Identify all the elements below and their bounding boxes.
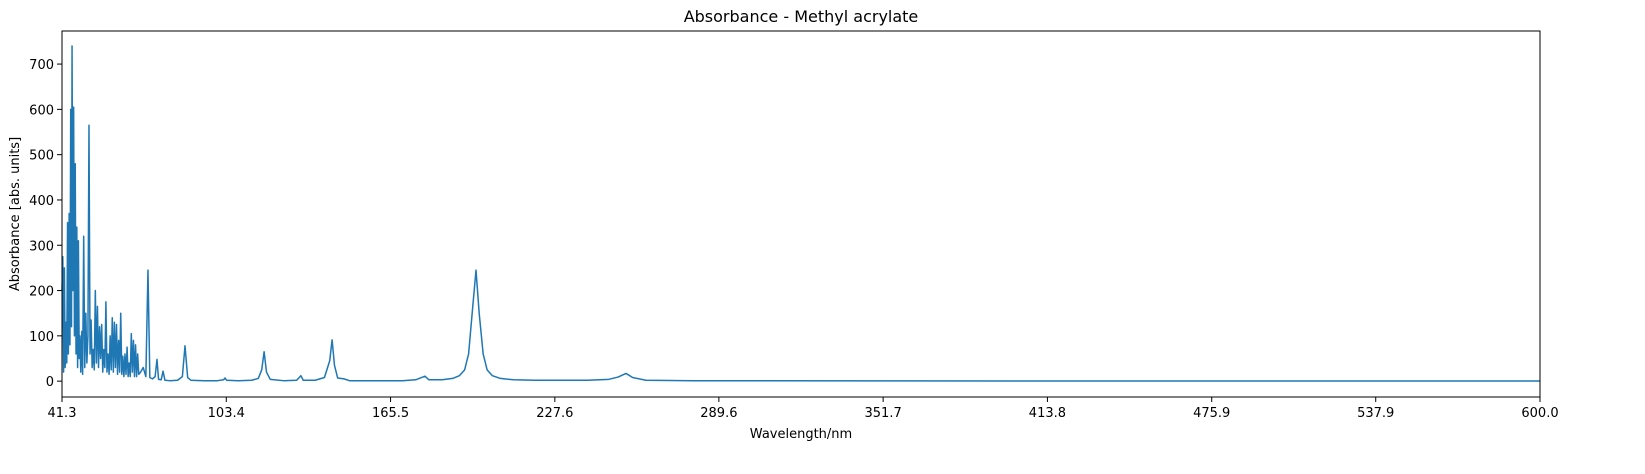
x-axis-label: Wavelength/nm	[750, 427, 852, 442]
y-tick-label: 400	[29, 194, 54, 209]
y-tick-label: 600	[29, 103, 54, 118]
y-tick-label: 500	[29, 149, 54, 164]
plot-frame	[61, 30, 1541, 398]
x-tick-label: 165.5	[372, 406, 409, 421]
data-line	[61, 45, 1541, 382]
x-tick-label: 475.9	[1193, 406, 1230, 421]
y-tick-label: 700	[29, 58, 54, 73]
y-tick-label: 300	[29, 239, 54, 254]
y-tick-label: 200	[29, 285, 54, 300]
chart-title: Absorbance - Methyl acrylate	[684, 7, 919, 26]
x-tick-label: 41.3	[48, 406, 77, 421]
y-tick-label: 100	[29, 330, 54, 345]
x-tick-label: 351.7	[865, 406, 902, 421]
x-tick-label: 537.9	[1357, 406, 1394, 421]
x-tick-label: 600.0	[1521, 406, 1558, 421]
x-tick-label: 103.4	[208, 406, 245, 421]
x-tick-label: 227.6	[536, 406, 573, 421]
x-tick-label: 289.6	[700, 406, 737, 421]
y-axis-label: Absorbance [abs. units]	[8, 137, 23, 291]
x-tick-label: 413.8	[1029, 406, 1066, 421]
y-tick-label: 0	[46, 375, 54, 390]
